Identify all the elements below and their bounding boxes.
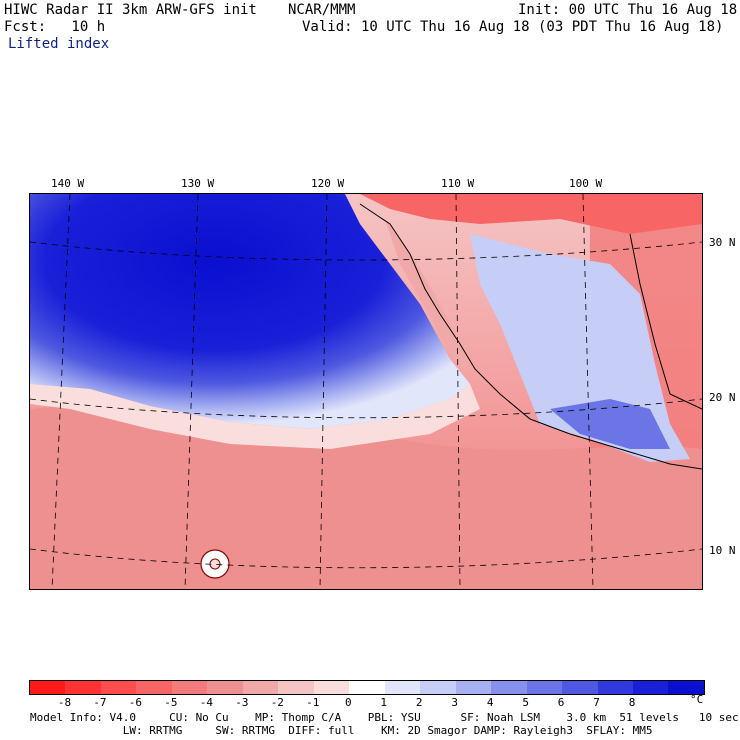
gulf-coast bbox=[629, 233, 702, 410]
lifted-index-map bbox=[29, 193, 703, 590]
coastline bbox=[359, 203, 702, 470]
graticule bbox=[30, 194, 702, 589]
map-graphic bbox=[30, 194, 702, 589]
colorbar-tick-label: 3 bbox=[451, 696, 458, 709]
colorbar-swatch bbox=[30, 681, 66, 694]
colorbar-tick-label: -2 bbox=[270, 696, 284, 709]
colorbar-swatch bbox=[597, 681, 633, 694]
model-info-line1: Model Info: V4.0 CU: No Cu MP: Thomp C/A… bbox=[30, 711, 739, 724]
colorbar-tick-label: -4 bbox=[199, 696, 213, 709]
mexico-deep-stable bbox=[550, 399, 670, 449]
lat-label-20n: 20 N bbox=[709, 391, 736, 404]
colorbar-swatch bbox=[420, 681, 456, 694]
colorbar-tick-label: 6 bbox=[557, 696, 565, 709]
colorbar bbox=[29, 680, 705, 695]
colorbar-swatch bbox=[526, 681, 563, 694]
colorbar-swatch bbox=[65, 681, 101, 694]
colorbar-tick-label: -6 bbox=[128, 696, 143, 709]
lon-label-140w: 140 W bbox=[51, 177, 85, 190]
lon-label-110w: 110 W bbox=[441, 177, 475, 190]
valid-time: Valid: 10 UTC Thu 16 Aug 18 (03 PDT Thu … bbox=[302, 19, 724, 35]
lat-label-10n: 10 N bbox=[709, 544, 736, 557]
storm-eye bbox=[209, 558, 221, 570]
colorbar-swatch bbox=[100, 681, 137, 694]
lon-label-100w: 100 W bbox=[569, 177, 603, 190]
colorbar-swatch bbox=[562, 681, 598, 694]
colorbar-tick-label: -8 bbox=[57, 696, 72, 709]
init-time: Init: 00 UTC Thu 16 Aug 18 bbox=[518, 2, 738, 18]
colorbar-tick-label: 0 bbox=[344, 696, 352, 709]
model-title: HIWC Radar II 3km ARW-GFS init bbox=[4, 2, 257, 18]
colorbar-swatch bbox=[349, 681, 385, 694]
colorbar-swatch bbox=[136, 681, 172, 694]
southern-band bbox=[30, 404, 702, 589]
colorbar-unit: °C bbox=[690, 693, 704, 706]
lat-label-30n: 30 N bbox=[709, 236, 736, 249]
colorbar-tick-label: 2 bbox=[415, 696, 423, 709]
lon-label-120w: 120 W bbox=[311, 177, 345, 190]
colorbar-swatch bbox=[278, 681, 314, 694]
colorbar-swatch bbox=[632, 681, 669, 694]
colorbar-tick-label: -1 bbox=[306, 696, 320, 709]
model-info-line2: LW: RRTMG SW: RRTMG DIFF: full KM: 2D Sm… bbox=[30, 724, 653, 737]
colorbar-tick-label: 7 bbox=[593, 696, 600, 709]
colorbar-tick-label: -7 bbox=[93, 696, 107, 709]
colorbar-swatch bbox=[384, 681, 421, 694]
colorbar-swatch bbox=[207, 681, 243, 694]
colorbar-swatch bbox=[313, 681, 350, 694]
forecast-hour: Fcst: 10 h bbox=[4, 19, 106, 35]
colorbar-swatch bbox=[491, 681, 527, 694]
colorbar-tick-label: 5 bbox=[522, 696, 529, 709]
colorbar-tick-label: -5 bbox=[164, 696, 178, 709]
us-land bbox=[360, 194, 702, 234]
field-name: Lifted index bbox=[8, 36, 110, 52]
colorbar-tick-label: 1 bbox=[380, 696, 388, 709]
colorbar-swatch bbox=[455, 681, 492, 694]
lon-label-130w: 130 W bbox=[181, 177, 215, 190]
colorbar-swatch bbox=[668, 681, 704, 694]
colorbar-tick-label: -3 bbox=[235, 696, 249, 709]
mexico-stable bbox=[470, 234, 690, 462]
colorbar-tick-label: 8 bbox=[628, 696, 636, 709]
org-label: NCAR/MMM bbox=[288, 2, 356, 18]
colorbar-swatch bbox=[242, 681, 279, 694]
transition-band bbox=[30, 384, 480, 449]
colorbar-tick-label: 4 bbox=[486, 696, 494, 709]
colorbar-swatch bbox=[171, 681, 208, 694]
